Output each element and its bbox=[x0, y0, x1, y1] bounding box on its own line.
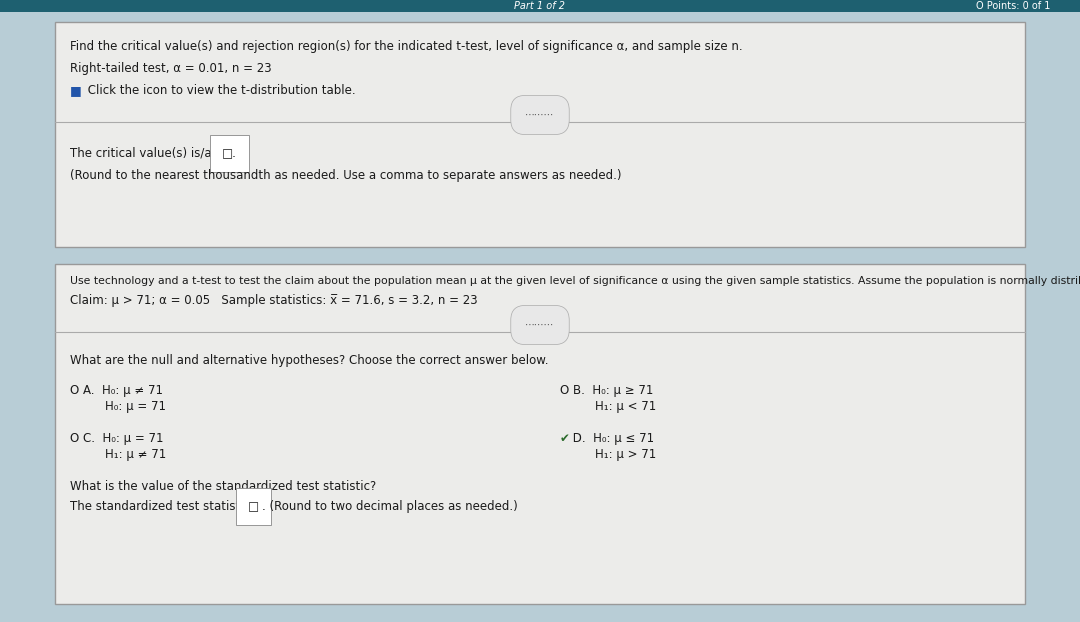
FancyBboxPatch shape bbox=[55, 22, 1025, 247]
Text: What are the null and alternative hypotheses? Choose the correct answer below.: What are the null and alternative hypoth… bbox=[70, 354, 549, 367]
Text: Part 1 of 2: Part 1 of 2 bbox=[514, 1, 566, 11]
FancyBboxPatch shape bbox=[55, 264, 1025, 604]
Text: Use technology and a t-test to test the claim about the population mean μ at the: Use technology and a t-test to test the … bbox=[70, 276, 1080, 286]
Text: O B.  H₀: μ ≥ 71: O B. H₀: μ ≥ 71 bbox=[561, 384, 653, 397]
Text: O A.  H₀: μ ≠ 71: O A. H₀: μ ≠ 71 bbox=[70, 384, 163, 397]
Text: ⋯⋯⋯: ⋯⋯⋯ bbox=[525, 320, 555, 330]
Text: D.  H₀: μ ≤ 71: D. H₀: μ ≤ 71 bbox=[569, 432, 654, 445]
Text: What is the value of the standardized test statistic?: What is the value of the standardized te… bbox=[70, 480, 376, 493]
Text: H₁: μ > 71: H₁: μ > 71 bbox=[595, 448, 657, 461]
Text: ✔: ✔ bbox=[561, 432, 570, 445]
Text: (Round to the nearest thousandth as needed. Use a comma to separate answers as n: (Round to the nearest thousandth as need… bbox=[70, 169, 621, 182]
Text: Click the icon to view the t-distribution table.: Click the icon to view the t-distributio… bbox=[84, 84, 355, 97]
Text: O Points: 0 of 1: O Points: 0 of 1 bbox=[975, 1, 1050, 11]
Text: Claim: μ > 71; α = 0.05   Sample statistics: x̅ = 71.6, s = 3.2, n = 23: Claim: μ > 71; α = 0.05 Sample statistic… bbox=[70, 294, 477, 307]
Text: H₀: μ = 71: H₀: μ = 71 bbox=[105, 400, 166, 413]
Text: The critical value(s) is/are: The critical value(s) is/are bbox=[70, 147, 224, 160]
Text: . (Round to two decimal places as needed.): . (Round to two decimal places as needed… bbox=[262, 500, 517, 513]
FancyBboxPatch shape bbox=[0, 0, 1080, 12]
Text: O C.  H₀: μ = 71: O C. H₀: μ = 71 bbox=[70, 432, 163, 445]
Text: Right-tailed test, α = 0.01, n = 23: Right-tailed test, α = 0.01, n = 23 bbox=[70, 62, 272, 75]
Text: Find the critical value(s) and rejection region(s) for the indicated t-test, lev: Find the critical value(s) and rejection… bbox=[70, 40, 743, 53]
Text: H₁: μ < 71: H₁: μ < 71 bbox=[595, 400, 657, 413]
Text: □: □ bbox=[248, 500, 259, 513]
Text: ■: ■ bbox=[70, 84, 82, 97]
Text: H₁: μ ≠ 71: H₁: μ ≠ 71 bbox=[105, 448, 166, 461]
Text: □.: □. bbox=[222, 147, 237, 160]
Text: The standardized test statistic is: The standardized test statistic is bbox=[70, 500, 264, 513]
Text: ⋯⋯⋯: ⋯⋯⋯ bbox=[525, 110, 555, 120]
